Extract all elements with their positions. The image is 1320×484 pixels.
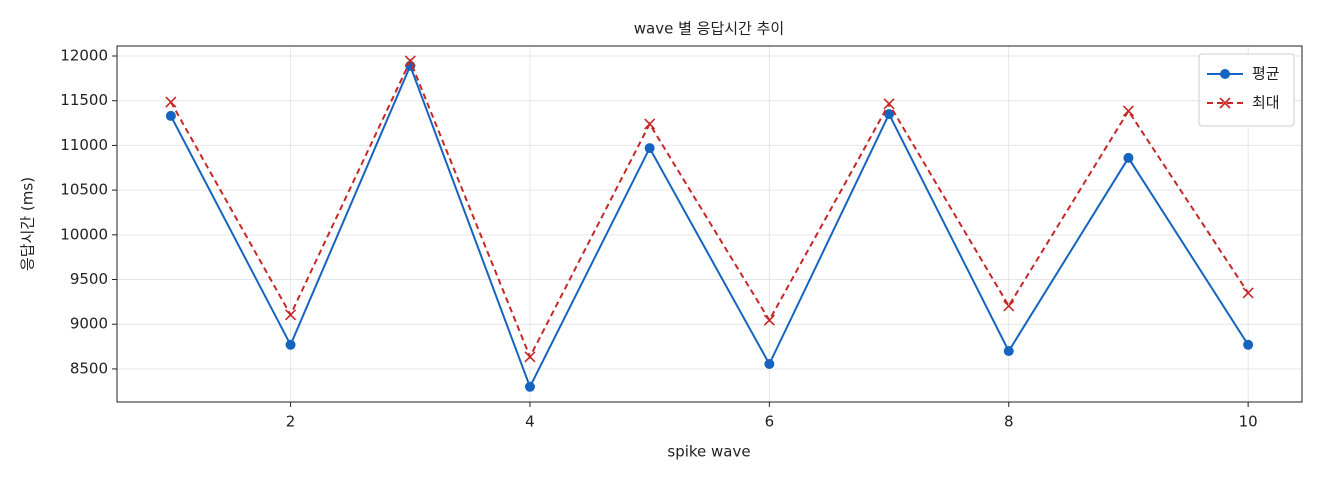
chart-title: wave 별 응답시간 추이 (634, 20, 784, 38)
marker (165, 96, 177, 108)
y-axis-label: 응답시간 (ms) (19, 177, 37, 271)
marker (644, 118, 656, 130)
y-tick-label: 11000 (60, 136, 108, 154)
marker (524, 351, 536, 363)
x-tick-label: 4 (525, 413, 535, 431)
marker (285, 339, 296, 350)
marker (1003, 346, 1014, 357)
marker (1243, 339, 1254, 350)
marker (763, 314, 775, 326)
marker (404, 55, 416, 67)
series-line (169, 58, 1249, 360)
marker (1003, 300, 1015, 312)
y-tick-label: 11500 (60, 91, 108, 109)
legend-marker (1220, 69, 1230, 79)
marker (165, 110, 176, 121)
x-axis-label: spike wave (667, 443, 750, 461)
legend-label: 최대 (1252, 94, 1280, 112)
marker (764, 359, 775, 370)
marker (644, 143, 655, 154)
marker (1122, 105, 1135, 117)
marker (883, 98, 895, 110)
x-tick-label: 2 (286, 413, 296, 431)
x-tick-label: 10 (1239, 413, 1258, 431)
legend-box (1198, 53, 1295, 127)
y-tick-label: 10000 (60, 225, 108, 243)
marker (524, 381, 535, 392)
series-line (169, 63, 1249, 390)
y-tick-label: 10500 (60, 181, 108, 199)
marker (1123, 152, 1134, 163)
y-tick-label: 9000 (70, 315, 108, 333)
plot-frame (116, 45, 1303, 403)
marker (1242, 287, 1254, 299)
marker (284, 309, 297, 321)
legend-label: 평균 (1252, 65, 1280, 83)
y-tick-label: 9500 (70, 270, 108, 288)
y-tick-label: 8500 (70, 359, 108, 377)
x-tick-label: 6 (765, 413, 775, 431)
y-tick-label: 12000 (60, 47, 108, 65)
legend-marker (1219, 97, 1231, 109)
x-tick-label: 8 (1004, 413, 1014, 431)
marker (884, 109, 895, 120)
